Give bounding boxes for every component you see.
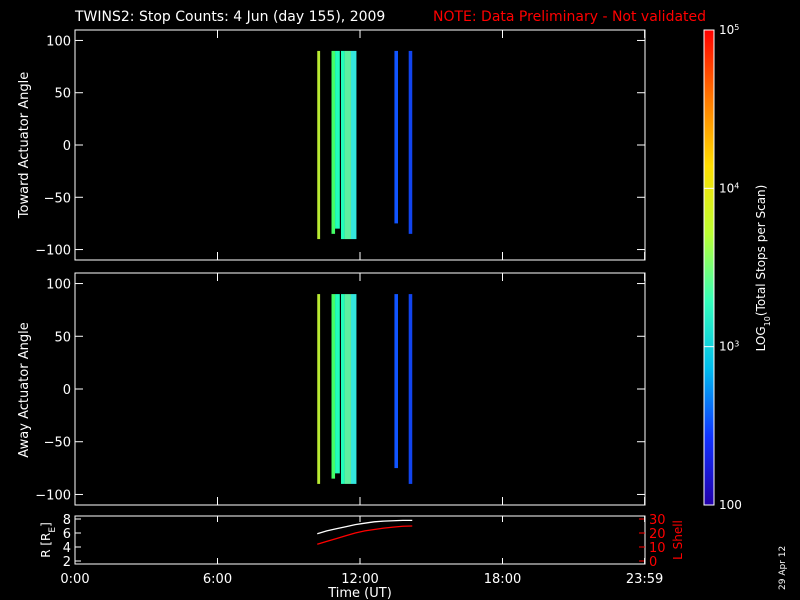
- heatmap-block: [335, 50, 340, 229]
- toward-y-label: Toward Actuator Angle: [17, 72, 32, 219]
- r-tick-label: 2: [63, 555, 71, 570]
- y-tick-label: 100: [46, 278, 71, 293]
- l-shell-tick-label: 10: [649, 541, 666, 556]
- l-shell-tick-label: 20: [649, 527, 666, 542]
- x-tick-label: 12:00: [341, 572, 378, 587]
- chart-title: TWINS2: Stop Counts: 4 Jun (day 155), 20…: [74, 9, 385, 25]
- x-tick-label: 6:00: [203, 572, 232, 587]
- colorbar-tick-label: 103: [719, 339, 739, 354]
- r-tick-label: 4: [63, 541, 71, 556]
- away-heatmap: [317, 294, 413, 484]
- r-series-line: [317, 519, 413, 535]
- r-label-sub: E: [48, 527, 58, 533]
- toward-y-ticks: 100 50 0 −50 −100: [35, 30, 646, 260]
- heatmap-block: [317, 50, 321, 240]
- heatmap-block: [335, 294, 340, 474]
- y-tick-label: 50: [54, 87, 71, 102]
- heatmap-block: [331, 50, 336, 234]
- colorbar-tick-label: 105: [719, 23, 739, 38]
- l-shell-tick-label: 30: [649, 513, 666, 528]
- x-tick-label: 23:59: [626, 572, 663, 587]
- heatmap-block: [350, 294, 357, 484]
- heatmap-block: [408, 50, 413, 234]
- r-label-main: R [R: [39, 533, 53, 558]
- y-tick-label: −50: [44, 436, 71, 451]
- y-tick-label: 0: [63, 383, 71, 398]
- heatmap-block: [408, 294, 413, 484]
- heatmap-block: [344, 294, 351, 484]
- heatmap-block: [394, 50, 398, 224]
- r-label-close: ]: [39, 522, 53, 527]
- y-tick-label: 50: [54, 330, 71, 345]
- l-shell-series-line: [317, 525, 413, 545]
- y-tick-label: −50: [44, 191, 71, 206]
- r-tick-label: 8: [63, 513, 71, 528]
- l-shell-label: L Shell: [671, 520, 685, 560]
- r-tick-label: 6: [63, 527, 71, 542]
- colorbar-label-suffix: (Total Stops per Scan): [754, 185, 768, 316]
- preliminary-note: NOTE: Data Preliminary - Not validated: [433, 9, 706, 25]
- colorbar: 105 104 103 100 LOG10(Total Stops per Scan): [703, 23, 772, 512]
- heatmap-block: [317, 294, 321, 484]
- colorbar-label-prefix: LOG: [754, 326, 768, 351]
- y-tick-label: −100: [35, 488, 71, 503]
- colorbar-tick-label: 104: [719, 181, 739, 196]
- heatmap-block: [394, 294, 398, 469]
- colorbar-ticks: 105 104 103 100: [704, 23, 742, 512]
- heatmap-block: [341, 294, 345, 484]
- l-shell-tick-label: 0: [649, 555, 657, 570]
- heatmap-block: [341, 50, 345, 240]
- toward-panel-frame: [74, 29, 646, 261]
- colorbar-label-sub: 10: [763, 316, 772, 326]
- x-tick-label: 18:00: [484, 572, 521, 587]
- x-tick-label: 0:00: [60, 572, 89, 587]
- y-tick-label: −100: [35, 244, 71, 259]
- toward-angle-panel: 100 50 0 −50 −100 Toward Actuator Angle: [17, 29, 646, 261]
- away-panel-frame: [74, 272, 646, 506]
- heatmap-block: [350, 50, 357, 240]
- heatmap-block: [344, 50, 351, 240]
- away-y-label: Away Actuator Angle: [17, 322, 32, 457]
- r-panel-frame: [74, 515, 646, 565]
- r-y-label: R [RE]: [39, 522, 58, 558]
- r-lshell-lines: [317, 519, 413, 545]
- toward-heatmap: [317, 50, 413, 240]
- away-angle-panel: 100 50 0 −50 −100 Away Actuator Angle: [17, 272, 646, 506]
- y-tick-label: 0: [63, 139, 71, 154]
- x-axis-label: Time (UT): [327, 586, 392, 600]
- y-tick-label: 100: [46, 34, 71, 49]
- creation-date: 29 Apr 12: [778, 546, 788, 590]
- away-y-ticks: 100 50 0 −50 −100: [35, 273, 646, 505]
- heatmap-block: [331, 294, 336, 479]
- colorbar-fill: [704, 30, 714, 505]
- colorbar-tick-label: 100: [719, 498, 742, 512]
- colorbar-label: LOG10(Total Stops per Scan): [754, 185, 772, 352]
